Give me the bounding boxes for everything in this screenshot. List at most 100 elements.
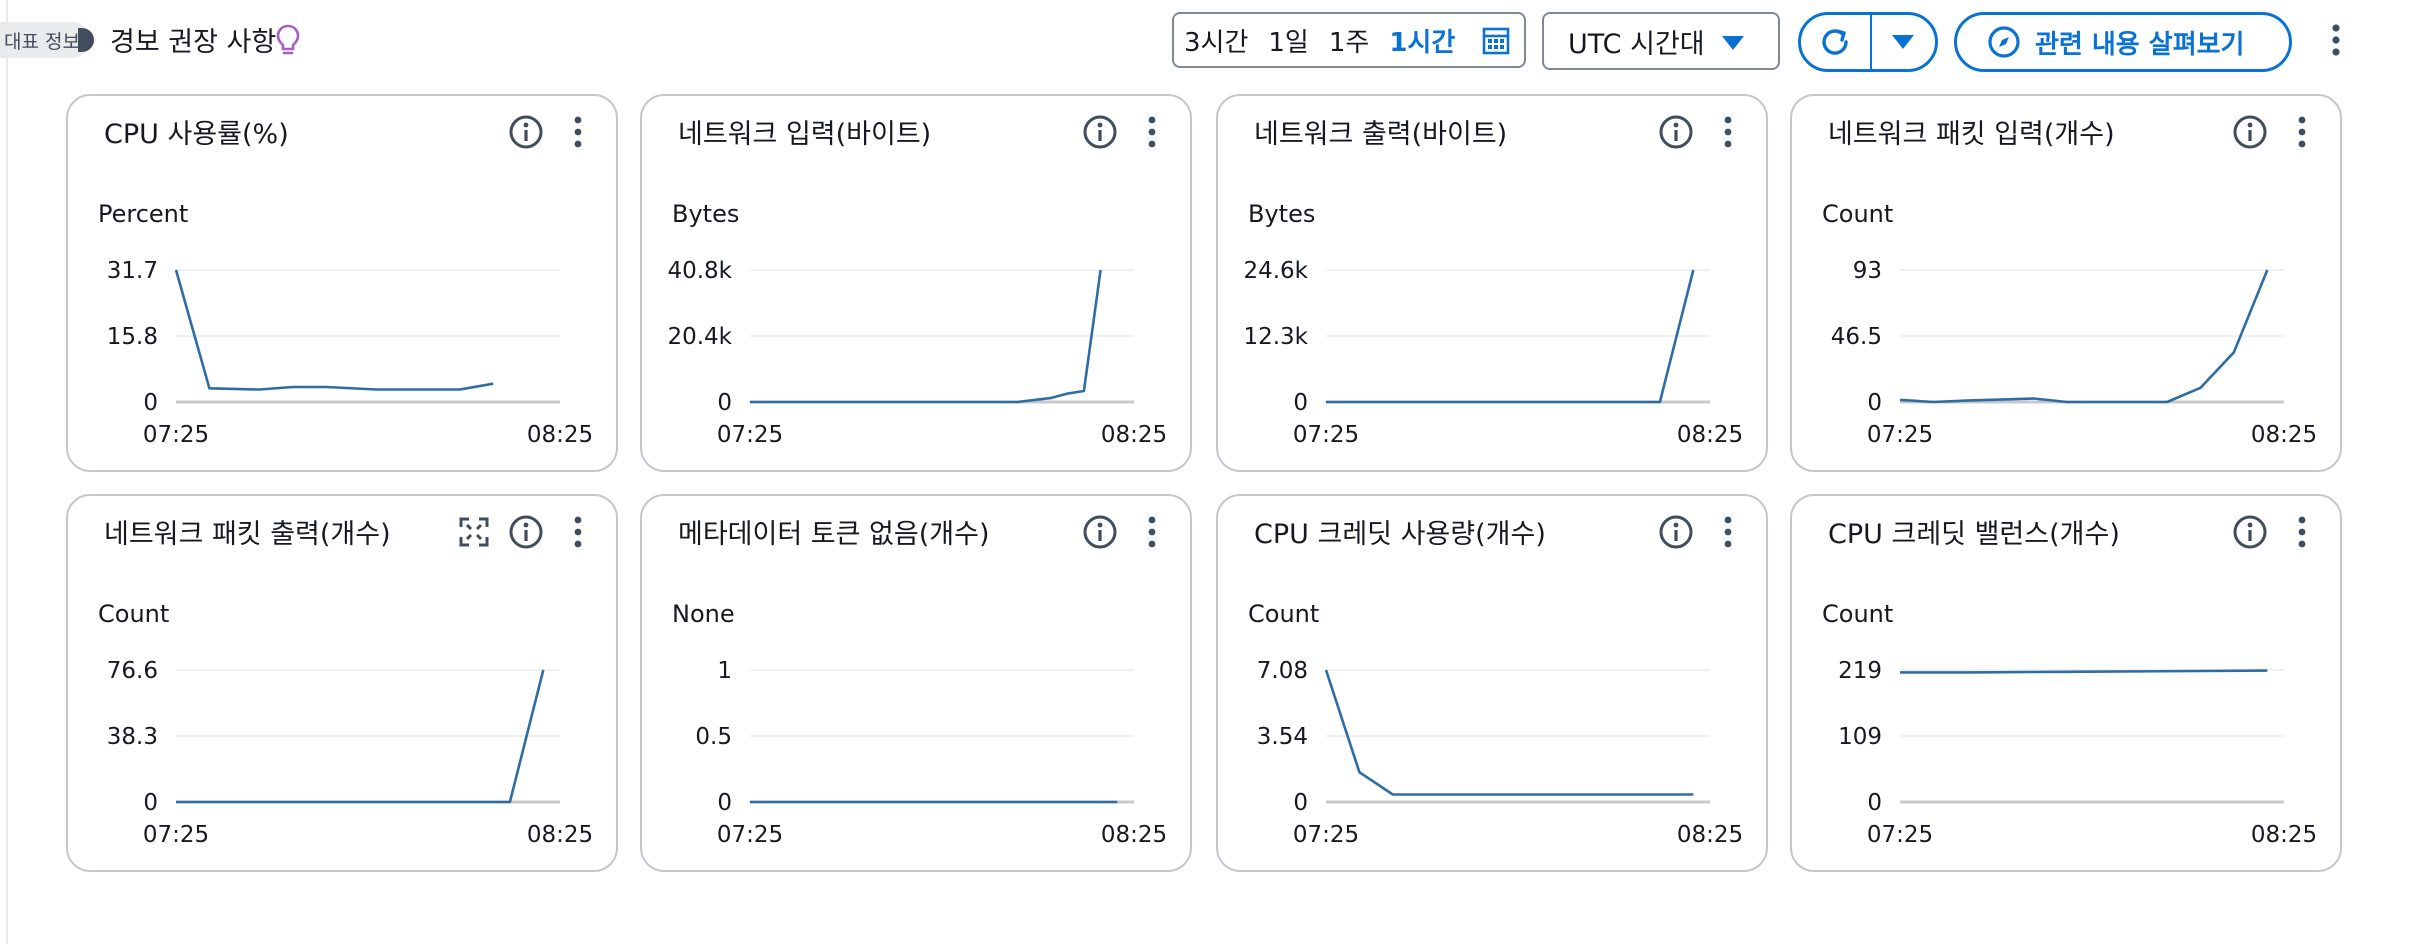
y-tick-label: 0 (1867, 790, 1882, 816)
info-icon[interactable] (1082, 514, 1118, 550)
widget-title: CPU 사용률(%) (104, 119, 289, 150)
line-chart: 93 46.5 0 07:25 08:25 (1831, 258, 2317, 448)
y-tick-label: 0 (1293, 390, 1308, 416)
info-icon[interactable] (1658, 514, 1694, 550)
time-range-1w[interactable]: 1주 (1328, 27, 1370, 58)
y-tick-label: 7.08 (1257, 658, 1308, 684)
x-tick-label: 07:25 (1293, 422, 1359, 448)
kebab-icon[interactable] (1720, 514, 1736, 550)
series-line (176, 669, 545, 804)
time-range-1h[interactable]: 1시간 (1389, 27, 1456, 58)
line-chart: 40.8k 20.4k 0 07:25 08:25 (667, 258, 1167, 448)
line-chart: 7.08 3.54 0 07:25 08:25 (1257, 658, 1743, 848)
x-tick-label: 07:25 (143, 822, 209, 848)
metric-widget: CPU 크레딧 밸런스(개수) Count 219 109 0 07:25 08:25 (1790, 494, 2342, 872)
bulb-icon[interactable] (276, 24, 300, 58)
widget-title: 네트워크 패킷 입력(개수) (1828, 119, 2115, 150)
explore-related-button[interactable]: 관련 내용 살펴보기 (1954, 12, 2292, 72)
time-range-3h[interactable]: 3시간 (1184, 27, 1249, 58)
time-range-1d[interactable]: 1일 (1268, 27, 1309, 58)
pill-toggle-icon[interactable] (78, 28, 94, 52)
y-tick-label: 109 (1838, 724, 1882, 750)
header: 대표 정보 경보 권장 사항 3시간 1일 1주 1시간 UTC 시간대 (0, 0, 2430, 80)
caret-down-icon (1892, 35, 1915, 49)
y-axis-unit: Bytes (672, 200, 740, 228)
calendar-icon[interactable] (1482, 27, 1510, 55)
metric-widget: 네트워크 출력(바이트) Bytes 24.6k 12.3k 0 07:25 08:25 (1216, 94, 1768, 472)
kebab-icon[interactable] (2324, 22, 2348, 58)
y-tick-label: 1 (717, 658, 732, 684)
y-tick-label: 46.5 (1831, 324, 1882, 350)
widget-title: CPU 크레딧 밸런스(개수) (1828, 519, 2120, 550)
widget-title: 메타데이터 토큰 없음(개수) (678, 519, 990, 550)
series-line (750, 269, 1102, 404)
metric-widget: 네트워크 패킷 입력(개수) Count 93 46.5 0 07:25 08:25 (1790, 94, 2342, 472)
y-tick-label: 20.4k (667, 324, 732, 350)
x-tick-label: 07:25 (1867, 822, 1933, 848)
info-pill[interactable]: 대표 정보 (0, 22, 90, 58)
y-axis-unit: Count (98, 600, 170, 628)
line-chart: 76.6 38.3 0 07:25 08:25 (107, 658, 593, 848)
kebab-icon[interactable] (2294, 514, 2310, 550)
y-tick-label: 219 (1838, 658, 1882, 684)
x-tick-label: 07:25 (717, 422, 783, 448)
kebab-icon[interactable] (570, 514, 586, 550)
info-icon[interactable] (2232, 514, 2268, 550)
refresh-button-group (1798, 12, 1938, 72)
refresh-options-button[interactable] (1872, 15, 1935, 69)
y-tick-label: 40.8k (667, 258, 732, 284)
y-tick-label: 31.7 (107, 258, 158, 284)
widget-title: 네트워크 출력(바이트) (1254, 119, 1508, 150)
info-icon[interactable] (2232, 114, 2268, 150)
timezone-label: UTC 시간대 (1568, 28, 1705, 60)
info-icon[interactable] (508, 514, 544, 550)
y-tick-label: 76.6 (107, 658, 158, 684)
metric-widget: CPU 크레딧 사용량(개수) Count 7.08 3.54 0 07:25 08:25 (1216, 494, 1768, 872)
kebab-icon[interactable] (570, 114, 586, 150)
widget-title: CPU 크레딧 사용량(개수) (1254, 519, 1546, 550)
kebab-icon[interactable] (1144, 114, 1160, 150)
y-tick-label: 0 (143, 790, 158, 816)
kebab-icon[interactable] (1720, 114, 1736, 150)
timezone-select[interactable]: UTC 시간대 (1542, 12, 1780, 70)
kebab-icon[interactable] (2294, 114, 2310, 150)
left-divider (6, 0, 8, 944)
y-tick-label: 24.6k (1243, 258, 1308, 284)
metric-widget: CPU 사용률(%) Percent 31.7 15.8 0 07:25 08:25 (66, 94, 618, 472)
refresh-button[interactable] (1801, 15, 1872, 69)
series-line (1326, 269, 1695, 404)
line-chart: 219 109 0 07:25 08:25 (1838, 658, 2317, 848)
x-tick-label: 07:25 (717, 822, 783, 848)
refresh-icon (1822, 29, 1849, 55)
x-tick-label: 08:25 (1101, 822, 1167, 848)
y-tick-label: 0 (717, 390, 732, 416)
widget-title: 네트워크 입력(바이트) (678, 119, 932, 150)
info-icon[interactable] (1082, 114, 1118, 150)
series-line (174, 269, 494, 391)
kebab-icon[interactable] (1144, 514, 1160, 550)
x-tick-label: 08:25 (1677, 422, 1743, 448)
y-axis-unit: Count (1822, 600, 1894, 628)
metric-widget: 메타데이터 토큰 없음(개수) None 1 0.5 0 07:25 08:25 (640, 494, 1192, 872)
caret-down-icon (1722, 36, 1744, 50)
y-tick-label: 12.3k (1243, 324, 1308, 350)
x-tick-label: 08:25 (1677, 822, 1743, 848)
x-tick-label: 08:25 (527, 822, 593, 848)
y-tick-label: 15.8 (107, 324, 158, 350)
widget-title: 네트워크 패킷 출력(개수) (104, 519, 391, 550)
series-line (1324, 669, 1694, 796)
x-tick-label: 07:25 (143, 422, 209, 448)
expand-icon[interactable] (458, 516, 490, 548)
explore-label: 관련 내용 살펴보기 (2035, 29, 2245, 60)
y-axis-unit: Count (1248, 600, 1320, 628)
line-chart: 1 0.5 0 07:25 08:25 (695, 658, 1167, 848)
info-icon[interactable] (1658, 114, 1694, 150)
compass-icon (1988, 26, 2020, 58)
y-tick-label: 0 (1293, 790, 1308, 816)
line-chart: 24.6k 12.3k 0 07:25 08:25 (1243, 258, 1743, 448)
y-tick-label: 3.54 (1257, 724, 1308, 750)
x-tick-label: 07:25 (1867, 422, 1933, 448)
y-axis-unit: Count (1822, 200, 1894, 228)
metric-widget: 네트워크 입력(바이트) Bytes 40.8k 20.4k 0 07:25 08:25 (640, 94, 1192, 472)
info-icon[interactable] (508, 114, 544, 150)
